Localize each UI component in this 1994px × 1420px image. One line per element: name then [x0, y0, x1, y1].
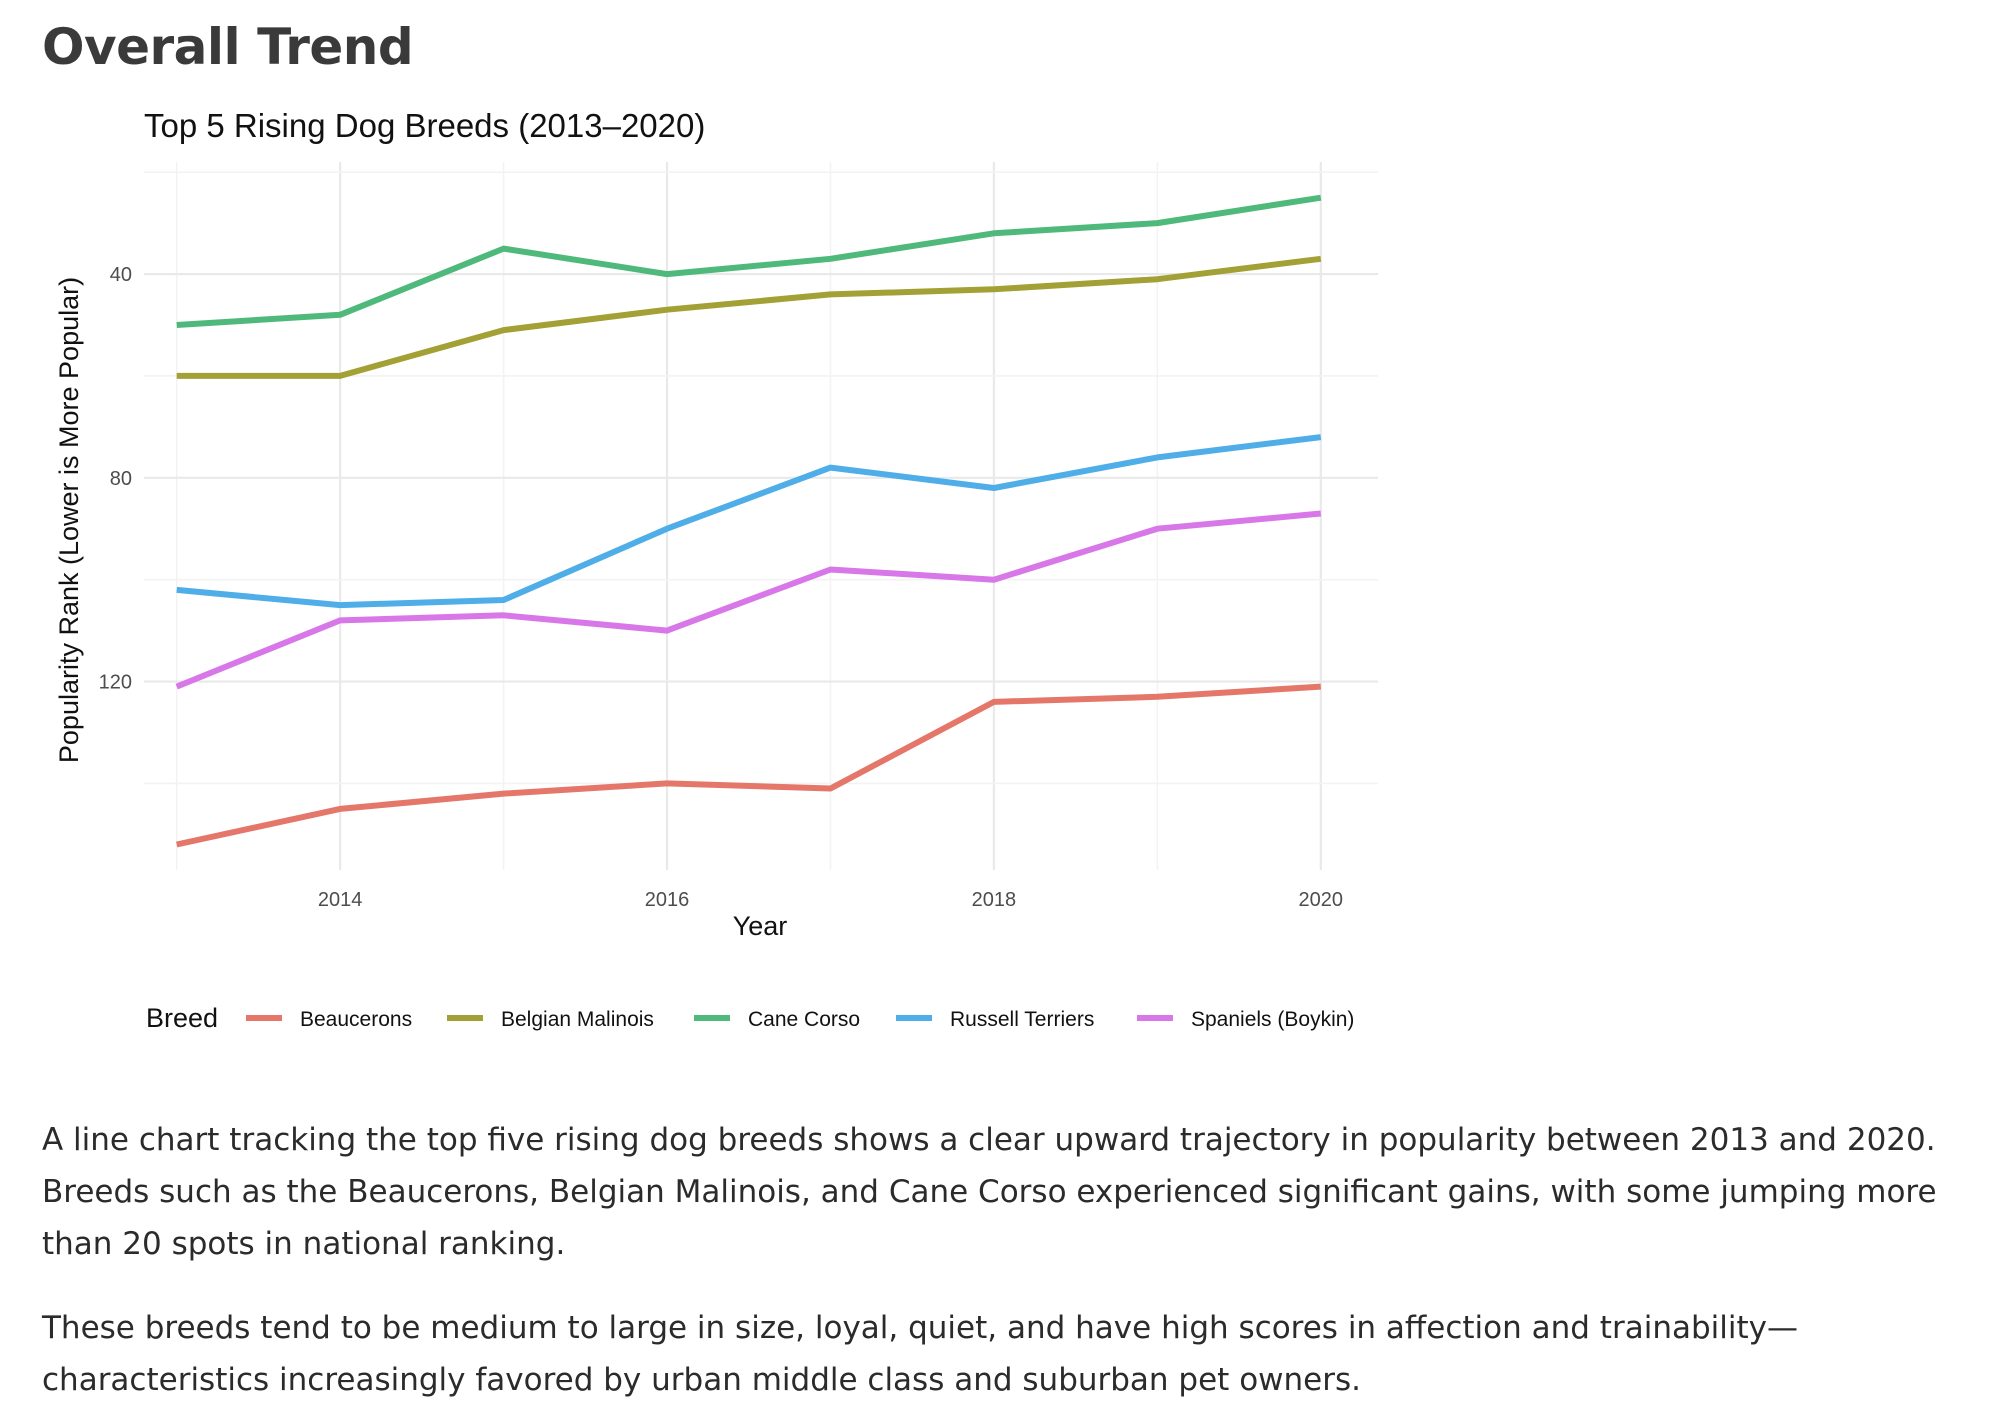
y-tick-label: 80	[110, 468, 132, 490]
description-paragraph-1: A line chart tracking the top five risin…	[42, 1122, 1937, 1262]
series-line	[176, 255, 1322, 379]
y-tick-label: 40	[110, 264, 132, 286]
legend-label: Cane Corso	[748, 1008, 860, 1031]
y-axis-title: Popularity Rank (Lower is More Popular)	[54, 277, 84, 763]
series-line	[176, 194, 1322, 328]
line-chart: Top 5 Rising Dog Breeds (2013–2020) 2014…	[54, 107, 1378, 1033]
series-line	[175, 510, 1322, 690]
legend-label: Belgian Malinois	[501, 1008, 654, 1031]
x-tick-label: 2016	[645, 889, 690, 911]
description-paragraph-2: These breeds tend to be medium to large …	[42, 1310, 1798, 1398]
x-tick-label: 2020	[1299, 889, 1344, 911]
tick-labels: 2014 2016 2018 2020 40 80 120	[99, 264, 1343, 911]
legend-label: Russell Terriers	[950, 1008, 1094, 1031]
x-axis-title: Year	[733, 911, 788, 941]
series-lines	[175, 194, 1322, 848]
legend: Breed Beaucerons Belgian Malinois Cane Cor…	[146, 1003, 1354, 1033]
series-line	[176, 434, 1322, 609]
series-line	[176, 683, 1321, 848]
x-tick-label: 2014	[318, 889, 363, 911]
legend-label: Spaniels (Boykin)	[1191, 1008, 1354, 1031]
x-tick-label: 2018	[972, 889, 1017, 911]
legend-label: Beaucerons	[300, 1008, 412, 1031]
chart-title: Top 5 Rising Dog Breeds (2013–2020)	[144, 107, 705, 144]
grid-lines	[144, 162, 1378, 870]
legend-title: Breed	[146, 1003, 218, 1033]
y-tick-label: 120	[99, 672, 132, 694]
section-heading: Overall Trend	[42, 18, 414, 76]
